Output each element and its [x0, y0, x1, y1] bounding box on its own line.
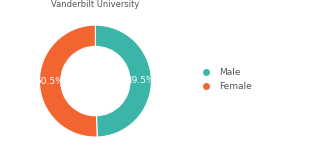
Title: Male/Female Breakdown of Undergraduate Students at
Vanderbilt University: Male/Female Breakdown of Undergraduate S…	[0, 0, 211, 9]
Legend: Male, Female: Male, Female	[195, 66, 253, 93]
Wedge shape	[95, 25, 151, 137]
Text: 50.5%: 50.5%	[36, 77, 65, 86]
Text: 49.5%: 49.5%	[127, 76, 155, 85]
Wedge shape	[39, 25, 97, 137]
